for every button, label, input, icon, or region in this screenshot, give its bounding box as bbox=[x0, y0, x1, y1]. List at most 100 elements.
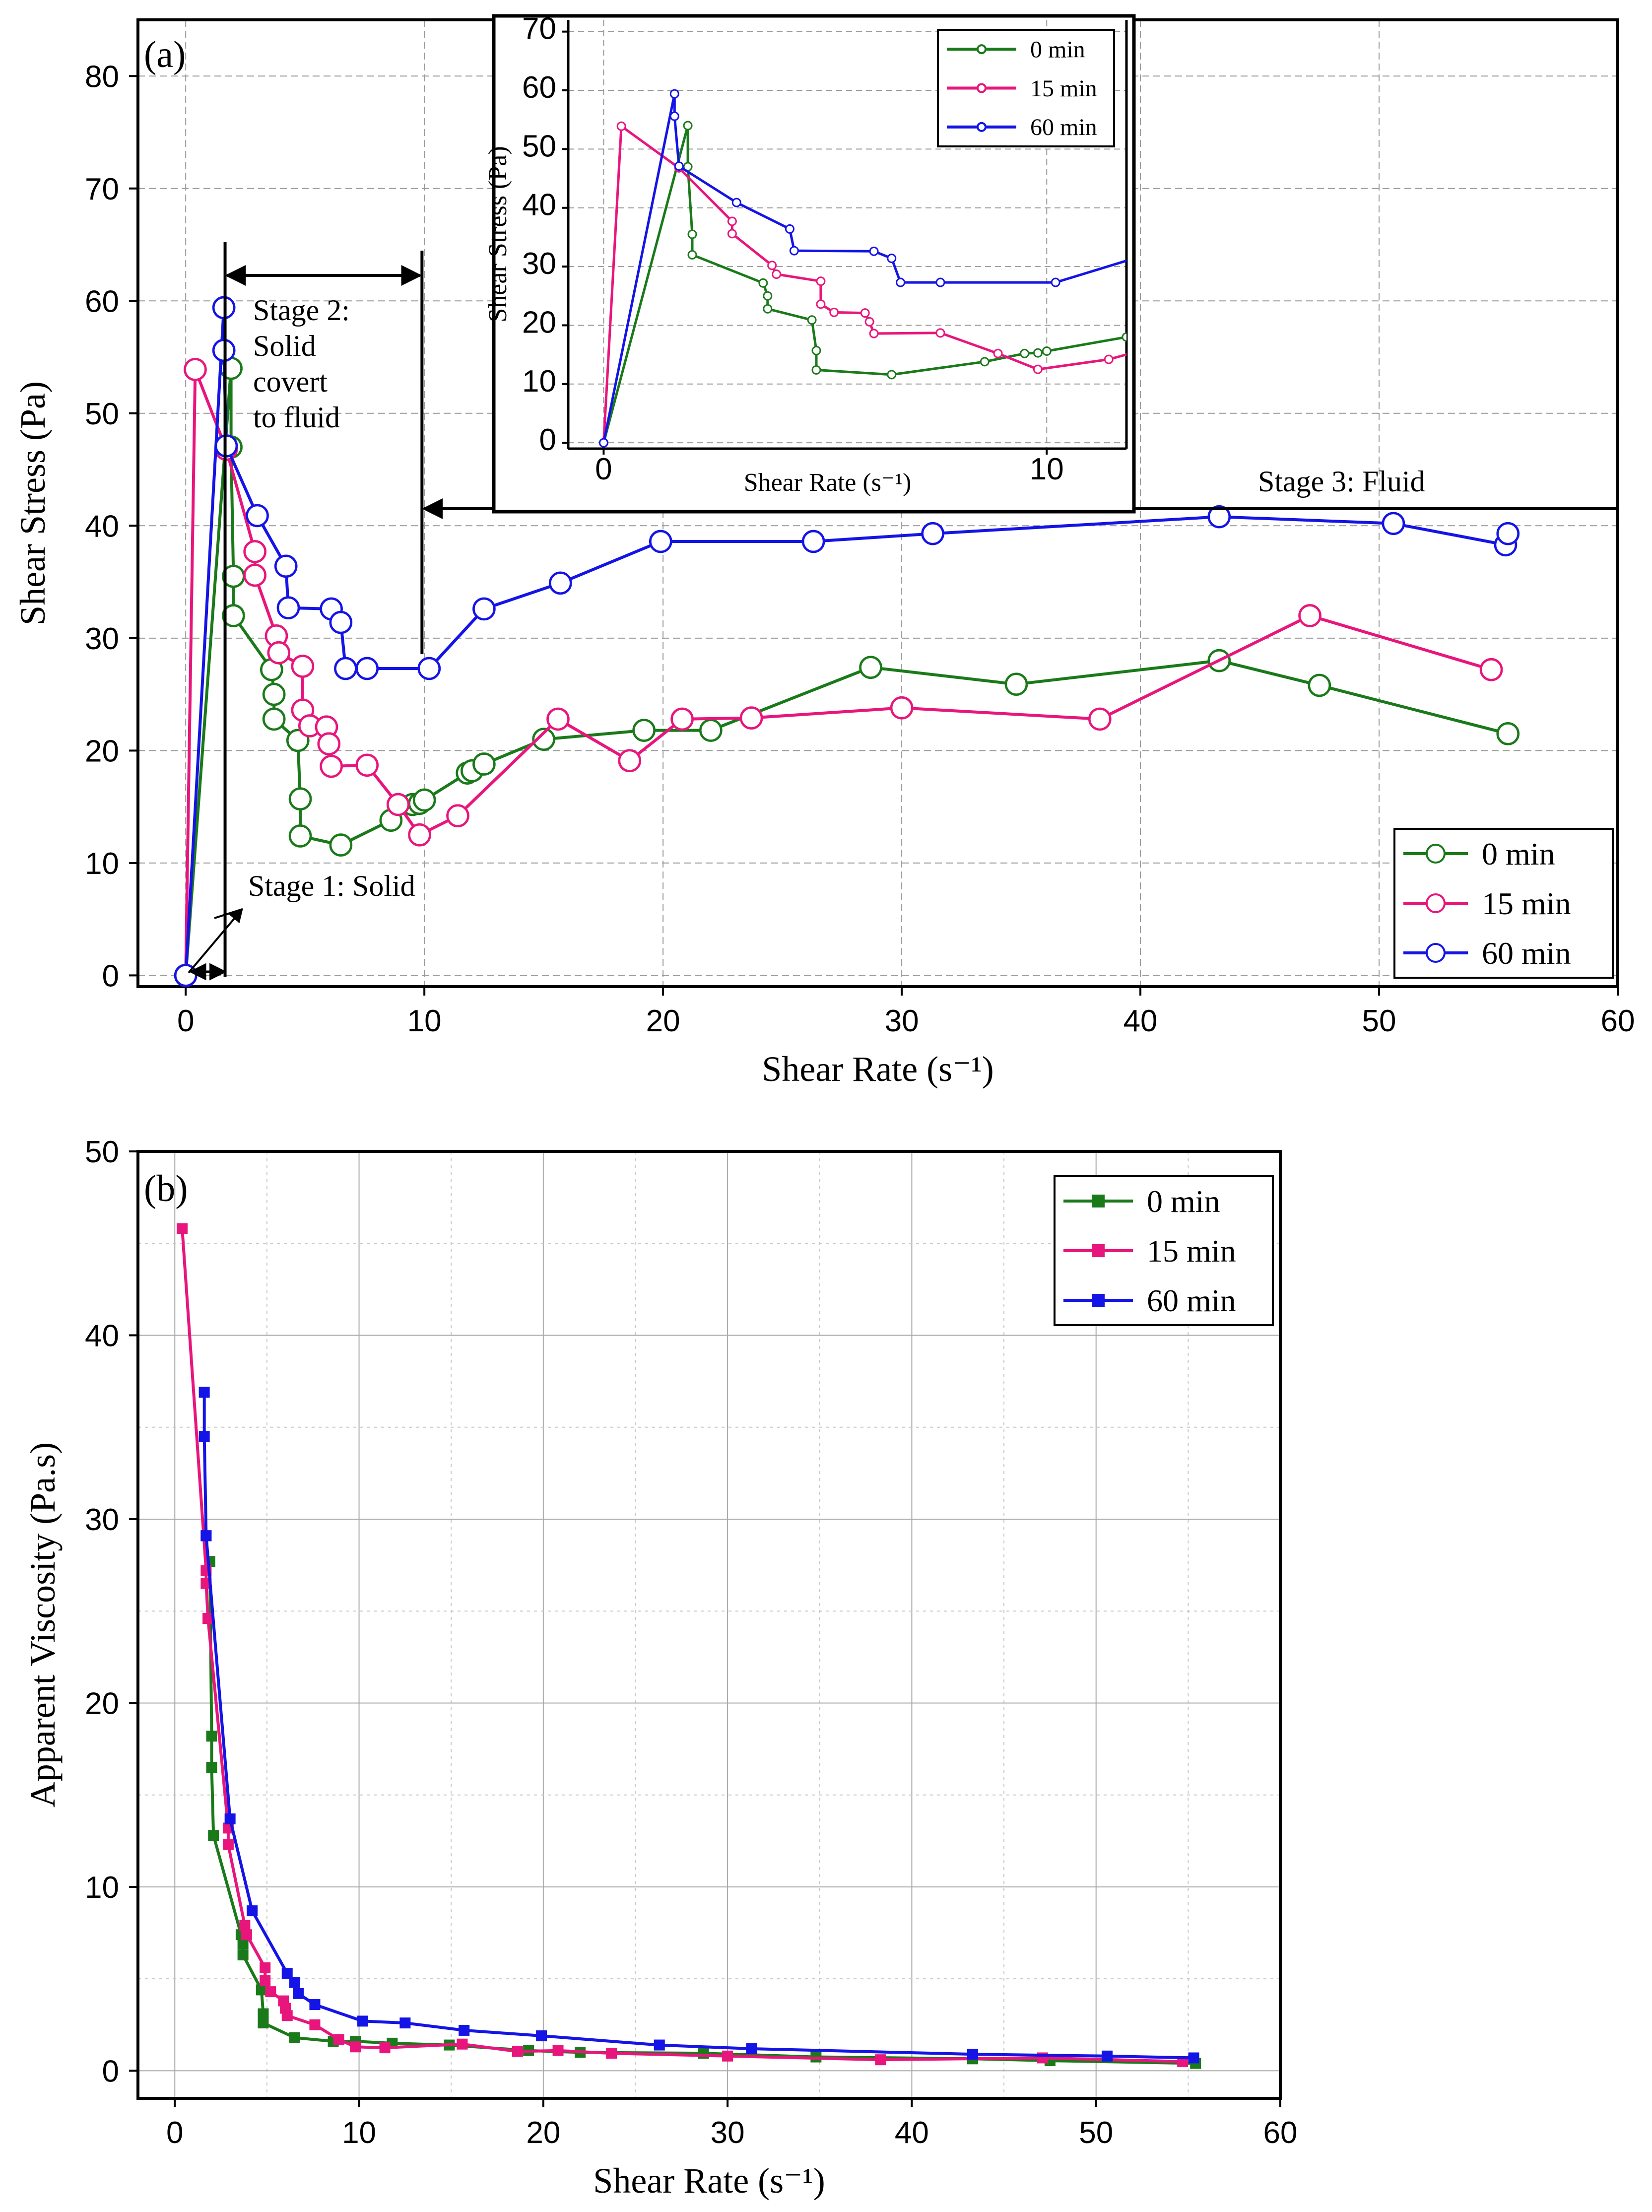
data-point bbox=[206, 1762, 217, 1773]
x-tick-label: 40 bbox=[895, 2116, 929, 2150]
data-point bbox=[198, 1387, 210, 1398]
data-point bbox=[320, 754, 343, 778]
data-point bbox=[890, 696, 914, 720]
data-point bbox=[967, 2049, 978, 2060]
x-axis-title: Shear Rate (s⁻¹) bbox=[762, 1049, 993, 1089]
series-60-min bbox=[198, 1387, 1199, 2064]
data-point bbox=[288, 787, 312, 811]
data-point bbox=[1207, 505, 1231, 529]
y-tick-label: 30 bbox=[85, 1503, 119, 1537]
y-tick-label: 40 bbox=[85, 1319, 119, 1353]
data-point bbox=[722, 2050, 733, 2062]
legend-label: 15 min bbox=[1482, 886, 1571, 921]
data-point bbox=[606, 2048, 617, 2059]
data-point bbox=[1298, 604, 1322, 627]
x-tick-label: 0 bbox=[166, 2116, 183, 2150]
data-point bbox=[1479, 658, 1503, 681]
data-point bbox=[767, 261, 777, 270]
data-point bbox=[262, 707, 286, 731]
data-point bbox=[446, 804, 469, 828]
data-point bbox=[980, 357, 990, 367]
x-axis-title: Shear Rate (s⁻¹) bbox=[593, 2161, 825, 2201]
data-point bbox=[1154, 247, 1162, 255]
data-point bbox=[772, 269, 782, 279]
legend-marker bbox=[977, 122, 987, 132]
panel-b: 0 10 20 30 40 50 60 0 10 20 30 40 50 Shear Rate (s⁻¹)… bbox=[23, 1135, 1297, 2201]
panel-label-b: (b) bbox=[144, 1168, 188, 1209]
data-point bbox=[532, 728, 555, 751]
panel-a: 0 10 20 30 40 50 60 0 10 20 30 40 50 60 70 80 Shear Rate… bbox=[13, 12, 1635, 1089]
series-line bbox=[181, 1228, 1183, 2063]
data-point bbox=[309, 1999, 321, 2011]
data-point bbox=[386, 793, 410, 816]
data-point bbox=[334, 657, 357, 680]
data-point bbox=[816, 276, 826, 286]
stage2-label-line: to fluid bbox=[253, 401, 340, 434]
stage1-arrow-diag bbox=[188, 908, 243, 974]
data-point bbox=[887, 370, 897, 380]
data-point bbox=[247, 1905, 258, 1917]
data-point bbox=[1264, 316, 1272, 324]
data-point bbox=[763, 291, 773, 301]
legend-entry: 0 min bbox=[947, 36, 1085, 63]
inset-y-tick-label: 10 bbox=[522, 364, 556, 399]
data-point bbox=[241, 1929, 253, 1941]
data-point bbox=[859, 656, 882, 679]
y-tick-label: 30 bbox=[85, 622, 119, 656]
data-point bbox=[317, 732, 341, 756]
data-point bbox=[1004, 672, 1028, 696]
series-0-min bbox=[204, 1556, 1201, 2069]
data-point bbox=[184, 358, 207, 381]
data-point bbox=[1575, 311, 1583, 319]
y-tick-label: 10 bbox=[85, 847, 119, 881]
x-tick-label: 0 bbox=[177, 1004, 194, 1038]
data-point bbox=[355, 657, 379, 680]
legend-marker bbox=[977, 83, 987, 93]
y-tick-label: 80 bbox=[85, 60, 119, 94]
data-point bbox=[457, 2038, 468, 2050]
data-point bbox=[262, 682, 286, 706]
data-point bbox=[654, 2039, 665, 2051]
inset-y-tick-label: 60 bbox=[522, 70, 556, 105]
y-axis-title: Apparent Viscosity (Pa.s) bbox=[23, 1442, 63, 1808]
data-point bbox=[546, 707, 570, 731]
y-tick-label: 0 bbox=[102, 2054, 119, 2088]
x-tick-label: 20 bbox=[646, 1004, 680, 1038]
data-point bbox=[763, 304, 773, 314]
inset-x-tick-label: 0 bbox=[595, 452, 612, 486]
data-point bbox=[548, 571, 572, 595]
data-point bbox=[811, 365, 821, 375]
legend-entry: 60 min bbox=[947, 114, 1097, 140]
data-point bbox=[674, 161, 684, 171]
data-point bbox=[632, 719, 656, 742]
data-point bbox=[698, 2048, 709, 2059]
x-tick-label: 30 bbox=[885, 1004, 919, 1038]
data-point bbox=[935, 328, 945, 338]
data-point bbox=[472, 597, 496, 621]
inset-y-tick-label: 50 bbox=[522, 129, 556, 163]
data-point bbox=[618, 749, 642, 773]
data-point bbox=[288, 824, 312, 848]
data-point bbox=[281, 2010, 293, 2021]
data-point bbox=[1051, 277, 1060, 287]
data-point bbox=[699, 719, 723, 742]
data-point bbox=[412, 788, 436, 812]
legend-entry: 15 min bbox=[1063, 1233, 1236, 1269]
legend-label: 15 min bbox=[1147, 1233, 1236, 1269]
panel-label-a: (a) bbox=[144, 34, 186, 75]
data-point bbox=[329, 833, 353, 857]
y-axis-title: Shear Stress (Pa) bbox=[13, 381, 53, 625]
data-point bbox=[237, 1938, 249, 1949]
data-point bbox=[598, 438, 608, 448]
stage3-label: Stage 3: Fluid bbox=[1258, 465, 1425, 498]
legend-marker bbox=[1426, 943, 1446, 963]
data-point bbox=[265, 1986, 276, 1998]
inset-y-axis-title: Shear Stress (Pa) bbox=[484, 146, 512, 322]
x-tick-label: 50 bbox=[1362, 1004, 1396, 1038]
data-point bbox=[239, 1920, 251, 1931]
series-60-min bbox=[598, 89, 1162, 448]
data-point bbox=[1104, 354, 1114, 364]
data-point bbox=[789, 246, 799, 256]
data-point bbox=[1451, 311, 1458, 319]
data-point bbox=[1291, 305, 1299, 313]
